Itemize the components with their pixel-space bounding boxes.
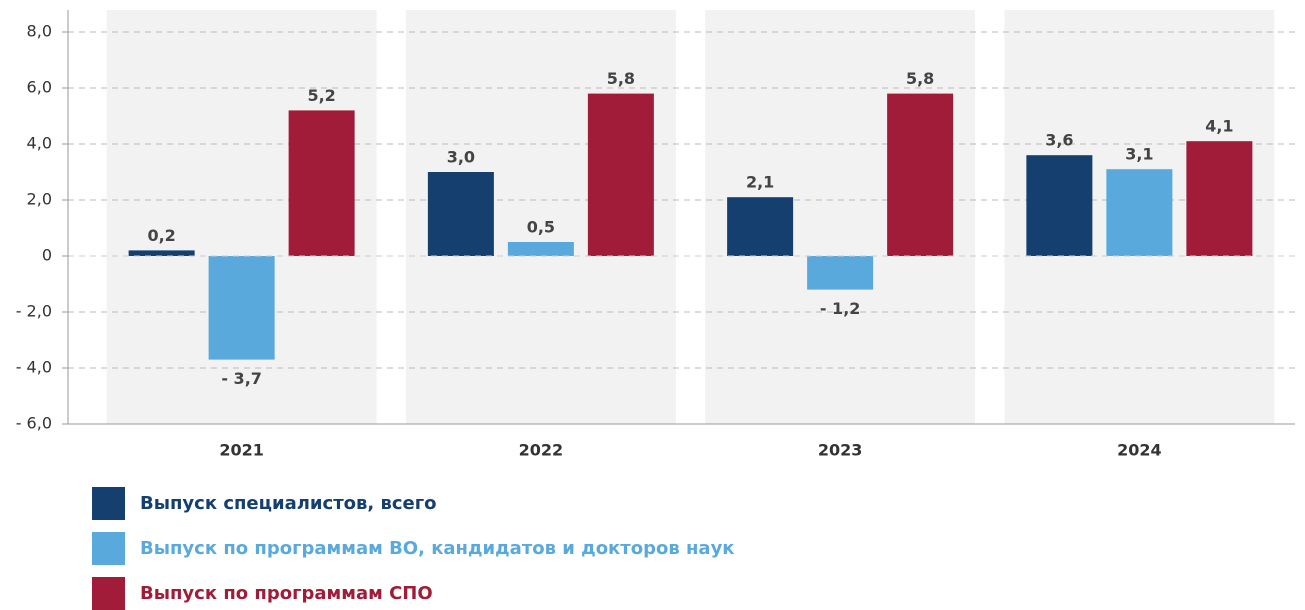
value-label: 0,5 — [527, 218, 555, 237]
value-label: 0,2 — [147, 226, 175, 245]
legend-swatch — [92, 487, 125, 520]
bar — [1026, 155, 1093, 256]
value-label: 5,2 — [307, 86, 335, 105]
value-label: 3,0 — [447, 148, 475, 167]
x-tick-label: 2022 — [519, 441, 564, 460]
bar — [208, 256, 275, 360]
value-label: 2,1 — [746, 173, 774, 192]
bar — [887, 93, 954, 256]
bar — [587, 93, 654, 256]
bar — [128, 250, 195, 256]
value-label: 3,6 — [1045, 131, 1073, 150]
bar — [427, 172, 494, 256]
bar — [1106, 169, 1173, 256]
y-tick-label: 8,0 — [27, 22, 52, 41]
bar — [1186, 141, 1253, 256]
bar — [288, 110, 355, 257]
x-tick-label: 2021 — [219, 441, 264, 460]
legend-label: Выпуск по программам СПО — [140, 583, 433, 604]
y-tick-label: 2,0 — [27, 190, 52, 209]
legend-label: Выпуск по программам ВО, кандидатов и до… — [140, 538, 735, 559]
bar — [727, 197, 794, 256]
legend-swatch — [92, 577, 125, 610]
legend-swatch — [92, 532, 125, 565]
y-tick-label: - 4,0 — [16, 358, 52, 377]
value-label: 4,1 — [1205, 117, 1233, 136]
y-tick-label: 0 — [42, 246, 52, 265]
value-label: 5,8 — [607, 69, 635, 88]
y-tick-label: 6,0 — [27, 78, 52, 97]
y-tick-label: - 6,0 — [16, 414, 52, 433]
value-label: 3,1 — [1125, 145, 1153, 164]
legend-label: Выпуск специалистов, всего — [140, 493, 437, 514]
bar — [807, 256, 874, 290]
x-tick-label: 2023 — [818, 441, 863, 460]
value-label: 5,8 — [906, 69, 934, 88]
value-label: - 3,7 — [221, 369, 262, 388]
y-tick-label: 4,0 — [27, 134, 52, 153]
y-tick-label: - 2,0 — [16, 302, 52, 321]
x-tick-label: 2024 — [1117, 441, 1162, 460]
bar — [507, 242, 574, 256]
value-label: - 1,2 — [820, 299, 861, 318]
